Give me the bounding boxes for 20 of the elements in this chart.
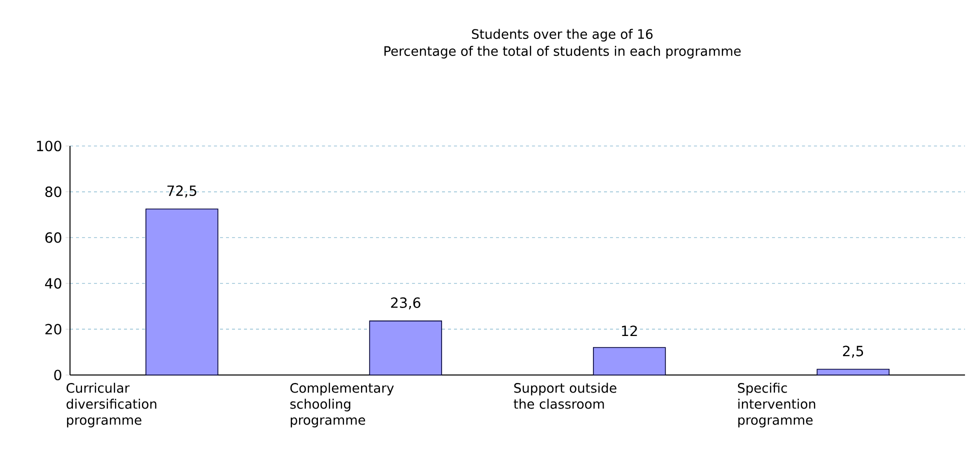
x-tick-label: Support outside the classroom (514, 382, 616, 409)
bar (816, 368, 890, 376)
data-label: 12 (622, 326, 637, 336)
y-tick-label: 100 (37, 140, 62, 152)
bar (592, 347, 666, 376)
bar (145, 208, 218, 376)
data-label: 72,5 (167, 185, 196, 198)
y-tick-label: 0 (54, 370, 62, 380)
data-label: 23,6 (391, 297, 420, 310)
chart-title: Students over the age of 16 (472, 28, 653, 42)
x-tick-label: Specific intervention programme (738, 382, 816, 428)
y-tick-label: 60 (45, 232, 62, 243)
y-tick-label: 80 (45, 186, 62, 198)
x-tick-label: Curricular diversification programme (66, 382, 156, 428)
data-label: 2,5 (843, 346, 864, 358)
chart-subtitle: Percentage of the total of students in each programme (384, 46, 741, 58)
y-tick-label: 40 (45, 278, 62, 289)
y-tick-label: 20 (45, 324, 62, 334)
x-tick-label: Complementary schooling programme (290, 382, 394, 428)
bar (369, 320, 442, 376)
